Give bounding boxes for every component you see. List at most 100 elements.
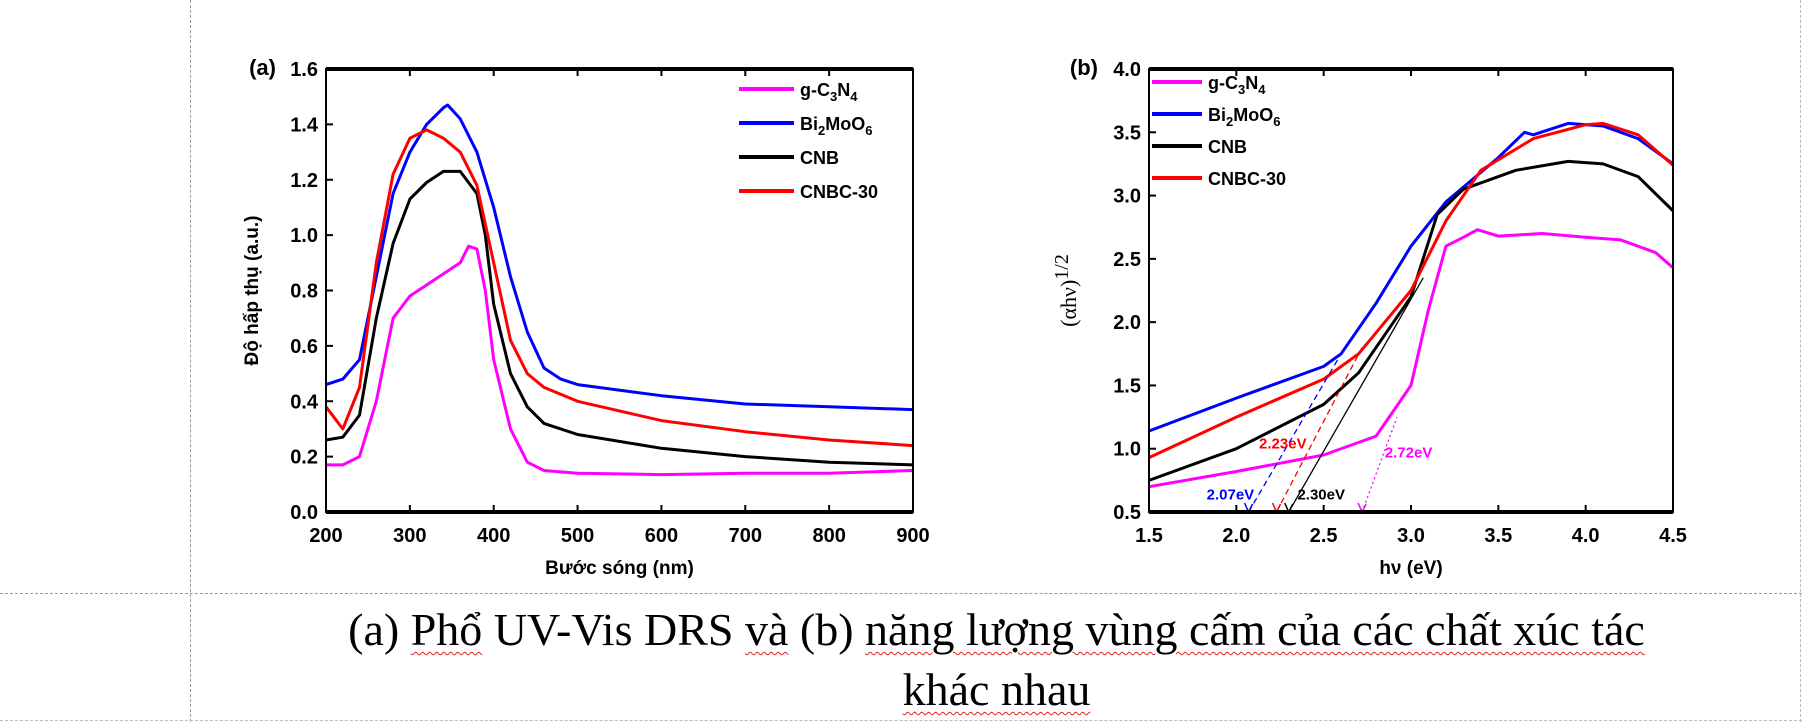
legend-text-part: MoO: [825, 114, 865, 134]
y-tick-label: 1.5: [1113, 375, 1141, 397]
legend-label: CNB: [800, 148, 839, 168]
band-gap-label: 2.23eV: [1259, 436, 1307, 453]
y-tick-label: 3.5: [1113, 122, 1141, 144]
series-line-g-c3n4: [1148, 228, 1674, 489]
figure-caption: (a) Phổ UV-Vis DRS và (b) năng lượng vùn…: [191, 600, 1802, 720]
caption-flagged-text: khác nhau: [902, 664, 1091, 715]
x-axis-label: Bước sóng (nm): [545, 558, 694, 579]
legend-subscript: 3: [830, 89, 837, 104]
tangent-line: [1247, 353, 1342, 513]
chart-a-uv-vis: 200 300 400 500 600 700 800 900 0.0 0.2 0.4 0.6 0.8 1…: [242, 55, 930, 579]
y-tick-label: 0.8: [290, 281, 318, 303]
x-tick-label: 900: [896, 525, 929, 547]
legend-subscript: 4: [1258, 82, 1266, 97]
y-tick-label: 1.6: [290, 59, 318, 81]
caption-flagged-text: và: [744, 604, 789, 655]
y-tick-label: 0.5: [1113, 502, 1141, 524]
legend-text-part: CNB: [1208, 137, 1247, 157]
x-tick-label: 300: [393, 525, 426, 547]
caption-text: (b): [788, 604, 866, 655]
legend-subscript: 2: [1226, 114, 1233, 129]
legend-text-part: Bi: [800, 114, 818, 134]
legend-subscript: 6: [865, 123, 872, 138]
legend-label: g-C3N4: [1208, 73, 1266, 97]
y-axis-label-superscript: 1/2: [1051, 254, 1073, 280]
table-bottom-border: [0, 720, 1802, 721]
legend-text-part: N: [1245, 73, 1258, 93]
band-gap-label: 2.07eV: [1207, 486, 1255, 503]
x-tick-label: 4.0: [1572, 525, 1600, 547]
legend-label: g-C3N4: [800, 80, 858, 104]
series-line-cnbc-30: [324, 128, 914, 448]
table-row-border: [0, 593, 1802, 594]
legend-text-part: g-C: [1208, 73, 1238, 93]
y-tick-label: 2.0: [1113, 312, 1141, 334]
legend-label: CNB: [1208, 137, 1247, 157]
x-tick-label: 600: [645, 525, 678, 547]
series-line-g-c3n4: [326, 244, 914, 477]
legend-label: CNBC-30: [1208, 169, 1286, 189]
x-tick-label: 1.5: [1135, 525, 1163, 547]
panel-label: (b): [1070, 55, 1098, 80]
series-line-cnb: [1148, 159, 1675, 482]
caption-line-1: (a) Phổ UV-Vis DRS và (b) năng lượng vùn…: [191, 600, 1802, 660]
y-tick-label: 3.0: [1113, 186, 1141, 208]
legend-subscript: 2: [818, 123, 825, 138]
tangent-line: [1288, 277, 1424, 513]
x-tick-label: 500: [561, 525, 594, 547]
caption-flagged-text: năng lượng vùng cấm của các chất xúc tác: [865, 604, 1645, 655]
legend-subscript: 3: [1238, 82, 1245, 97]
legend-text-part: N: [837, 80, 850, 100]
y-tick-label: 1.0: [1113, 439, 1141, 461]
y-tick-label: 0.2: [290, 447, 318, 469]
x-axis-label: hν (eV): [1379, 558, 1442, 579]
y-tick-label: 0.0: [290, 502, 318, 524]
table-cell-border-right: [1800, 0, 1801, 722]
y-tick-label: 0.6: [290, 336, 318, 358]
series-line-bi2moo6: [1148, 121, 1674, 433]
legend-text-part: CNB: [800, 148, 839, 168]
legend-label: Bi2MoO6: [800, 114, 872, 138]
series-line-bi2moo6: [325, 103, 914, 412]
x-tick-label: 2.5: [1310, 525, 1338, 547]
caption-text: (a): [348, 604, 411, 655]
legend-subscript: 6: [1273, 114, 1280, 129]
y-axis-label: (αhν)1/2: [1051, 254, 1081, 327]
legend-subscript: 4: [850, 89, 858, 104]
caption-text: UV-Vis DRS: [482, 604, 745, 655]
x-tick-label: 2.0: [1222, 525, 1250, 547]
band-gap-label: 2.72eV: [1385, 445, 1433, 462]
y-tick-label: 1.4: [290, 114, 319, 136]
x-tick-label: 400: [477, 525, 510, 547]
legend-text-part: MoO: [1233, 105, 1273, 125]
chart-b-band-gap: 2.07eV 2.23eV 2.30eV 2.72eV 1.5 2.0 2.5 3.0 3.5 4…: [1051, 55, 1687, 579]
x-tick-label: 3.0: [1397, 525, 1425, 547]
legend-label: Bi2MoO6: [1208, 105, 1280, 129]
series-line-cnb: [325, 169, 914, 467]
x-tick-label: 3.5: [1484, 525, 1512, 547]
x-tick-label: 4.5: [1659, 525, 1687, 547]
panel-label: (a): [249, 55, 276, 80]
legend-text-part: g-C: [800, 80, 830, 100]
tangent-line: [1275, 347, 1363, 513]
caption-flagged-text: Phổ: [410, 604, 483, 655]
legend-text-part: CNBC-30: [1208, 169, 1286, 189]
series-line-cnbc-30: [1148, 121, 1674, 459]
x-tick-label: 200: [309, 525, 342, 547]
y-axis-label-text: Độ hấp thụ (a.u.): [242, 216, 263, 366]
caption-line-2: khác nhau: [191, 660, 1802, 720]
tangent-line: [1361, 416, 1398, 513]
legend-text-part: Bi: [1208, 105, 1226, 125]
y-tick-label: 4.0: [1113, 59, 1141, 81]
legend-text-part: CNBC-30: [800, 182, 878, 202]
table-cell-border-vertical: [190, 0, 191, 722]
band-gap-label: 2.30eV: [1297, 486, 1345, 503]
legend-label: CNBC-30: [800, 182, 878, 202]
y-tick-label: 0.4: [290, 391, 319, 413]
x-tick-label: 700: [729, 525, 762, 547]
y-tick-label: 2.5: [1113, 249, 1141, 271]
y-axis-label: Độ hấp thụ (a.u.): [242, 216, 263, 366]
x-tick-label: 800: [812, 525, 845, 547]
y-tick-label: 1.0: [290, 225, 318, 247]
